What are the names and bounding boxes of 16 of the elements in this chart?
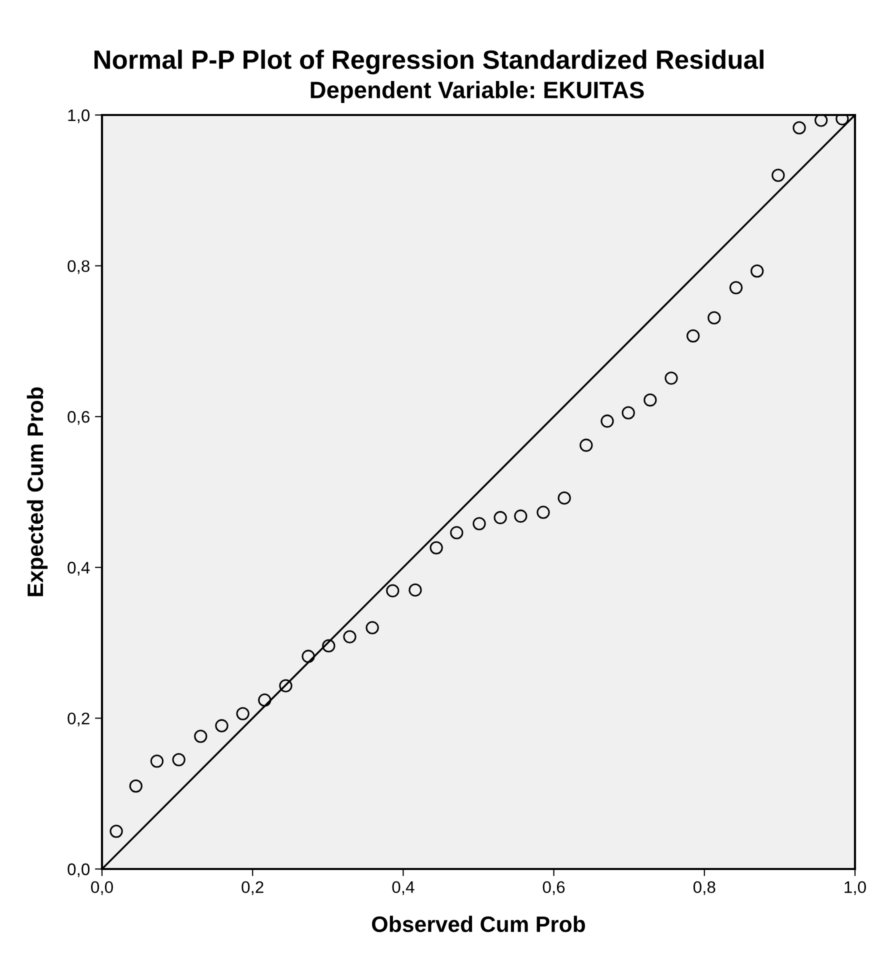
x-tick-label: 0,6 (542, 881, 565, 896)
y-axis-title: Expected Cum Prob (26, 387, 48, 596)
y-tick-label: 0,8 (68, 260, 90, 274)
x-tick-label: 0,4 (392, 881, 414, 896)
y-tick-label: 0,0 (68, 863, 90, 878)
y-tick-label: 0,6 (68, 411, 90, 425)
x-tick-label: 0,0 (91, 881, 113, 896)
x-axis-title: Observed Cum Prob (372, 916, 586, 932)
x-tick-label: 0,2 (242, 881, 264, 896)
y-tick-label: 0,4 (68, 562, 90, 576)
y-tick-label: 0,2 (68, 712, 90, 726)
x-tick-label: 1,0 (844, 881, 866, 896)
chart-title: Normal P-P Plot of Regression Standardized Residual (94, 50, 764, 74)
x-tick-label: 0,8 (693, 881, 716, 896)
chart-subtitle: Dependent Variable: EKUITAS (310, 80, 644, 104)
y-tick-label: 1,0 (68, 109, 90, 124)
